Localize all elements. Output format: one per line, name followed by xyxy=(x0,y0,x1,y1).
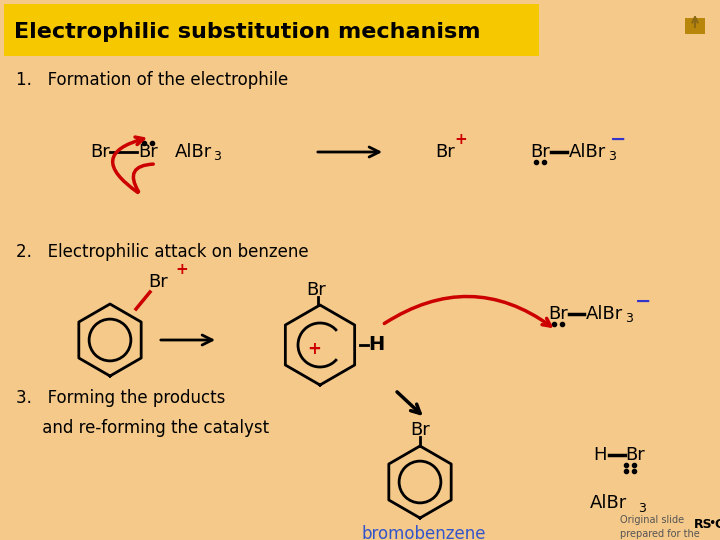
Text: AlBr: AlBr xyxy=(586,305,624,323)
Text: Br: Br xyxy=(410,421,430,439)
Text: 3.   Forming the products: 3. Forming the products xyxy=(16,389,225,407)
Text: Br: Br xyxy=(138,143,158,161)
Text: AlBr: AlBr xyxy=(175,143,212,161)
Text: Electrophilic substitution mechanism: Electrophilic substitution mechanism xyxy=(14,22,480,42)
Text: Br: Br xyxy=(435,143,455,161)
Text: •: • xyxy=(708,517,716,530)
Text: 3: 3 xyxy=(608,151,616,164)
Bar xyxy=(4,4,539,56)
Text: Br: Br xyxy=(548,305,568,323)
Text: C: C xyxy=(714,517,720,530)
Text: 1.   Formation of the electrophile: 1. Formation of the electrophile xyxy=(16,71,288,89)
Bar xyxy=(685,18,705,34)
Text: 2.   Electrophilic attack on benzene: 2. Electrophilic attack on benzene xyxy=(16,243,309,261)
Text: −: − xyxy=(610,130,626,148)
Text: 3: 3 xyxy=(213,151,221,164)
Text: and re-forming the catalyst: and re-forming the catalyst xyxy=(16,419,269,437)
Text: 3: 3 xyxy=(625,313,633,326)
Text: bromobenzene: bromobenzene xyxy=(361,525,486,540)
Text: 3: 3 xyxy=(638,502,646,515)
Text: Br: Br xyxy=(306,281,326,299)
Text: AlBr: AlBr xyxy=(590,494,626,512)
Text: +: + xyxy=(454,132,467,146)
Text: RS: RS xyxy=(693,517,712,530)
Text: Br: Br xyxy=(530,143,550,161)
Text: AlBr: AlBr xyxy=(569,143,606,161)
Text: Br: Br xyxy=(625,446,645,464)
Text: Original slide
prepared for the: Original slide prepared for the xyxy=(620,515,700,539)
Text: Br: Br xyxy=(90,143,110,161)
Text: +: + xyxy=(175,261,188,276)
Text: Br: Br xyxy=(148,273,168,291)
Text: H: H xyxy=(368,335,384,354)
Text: −: − xyxy=(635,292,652,310)
Text: +: + xyxy=(307,340,321,358)
Text: H: H xyxy=(593,446,607,464)
